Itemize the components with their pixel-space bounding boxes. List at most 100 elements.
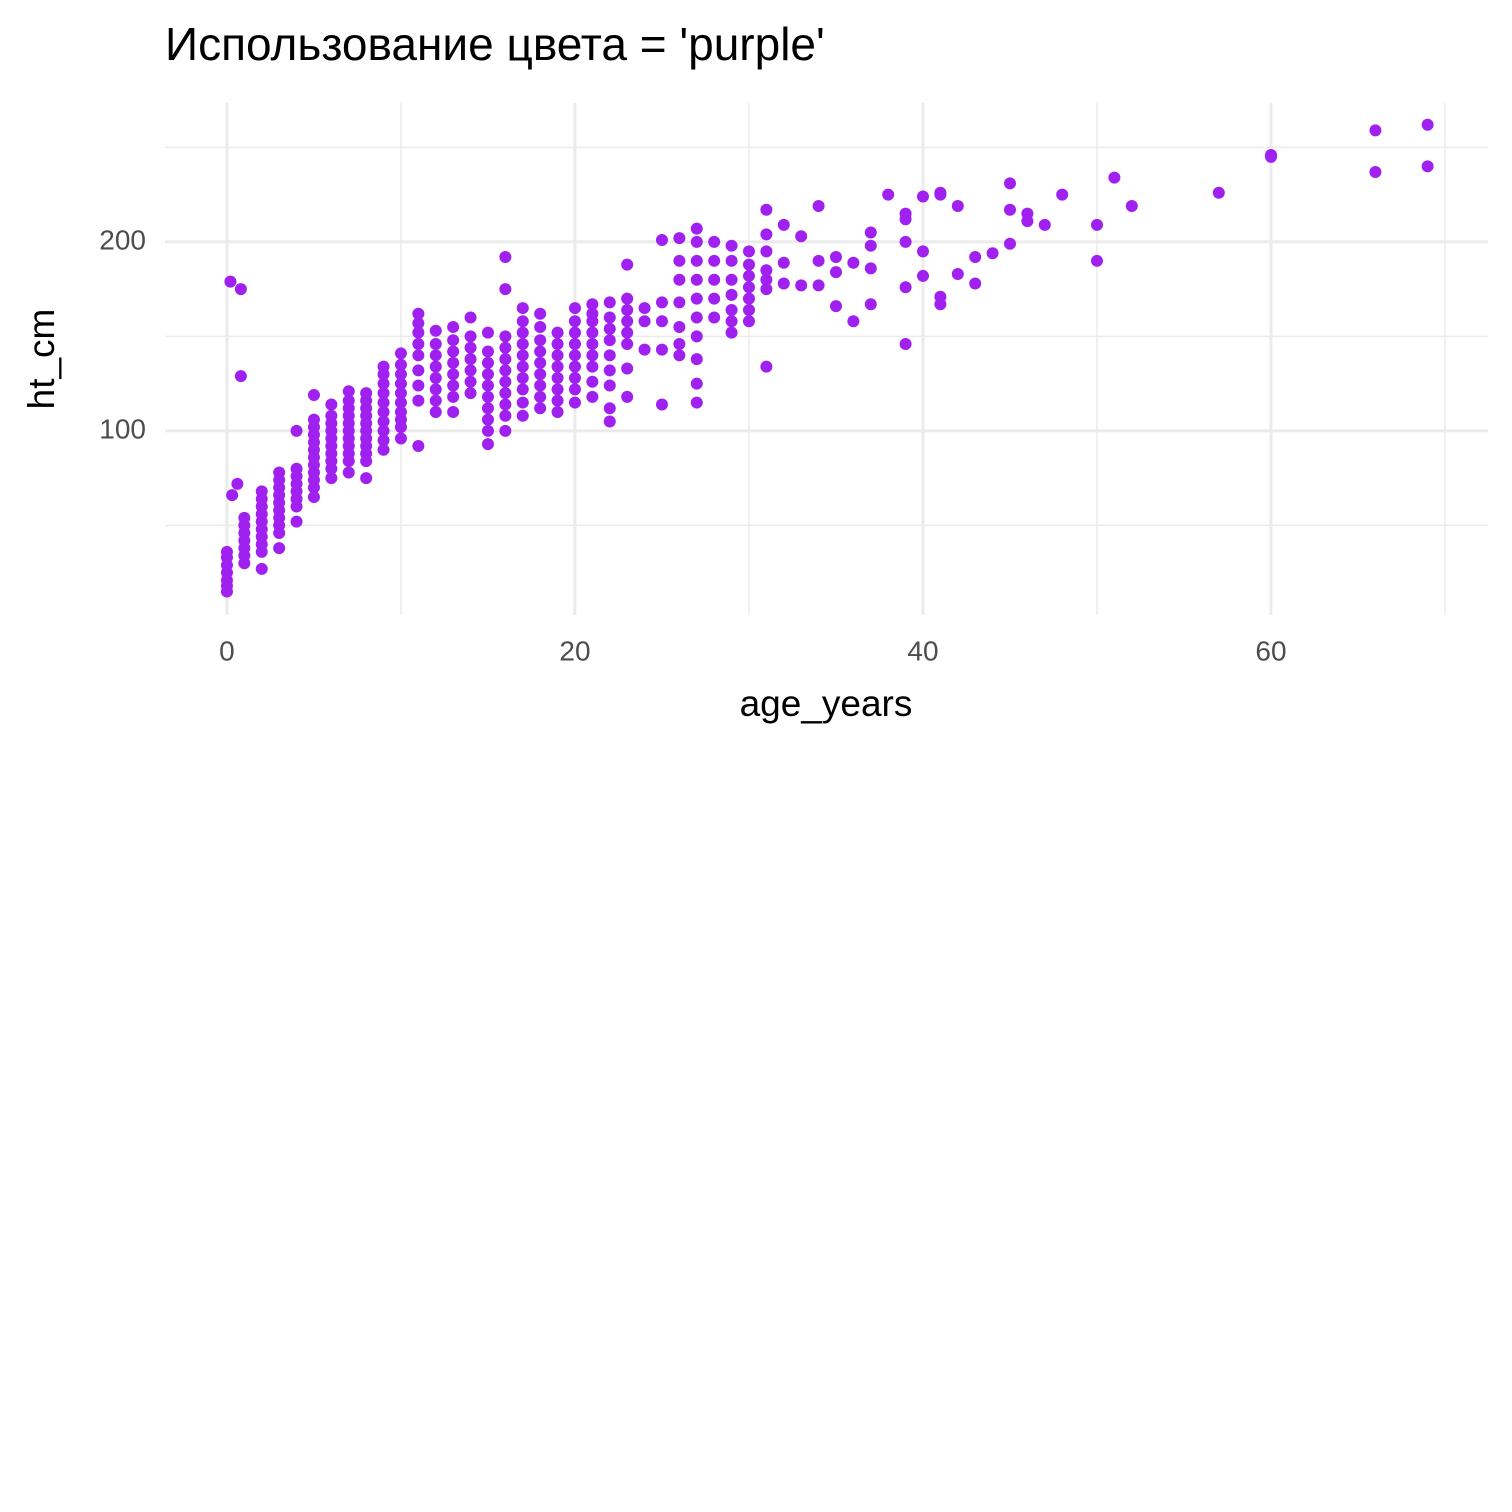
point bbox=[725, 303, 738, 316]
point bbox=[1003, 177, 1016, 190]
point bbox=[708, 292, 721, 305]
point bbox=[586, 390, 599, 403]
point bbox=[481, 379, 494, 392]
point bbox=[899, 207, 912, 220]
point bbox=[499, 424, 512, 437]
point bbox=[499, 364, 512, 377]
point bbox=[1038, 218, 1051, 231]
point bbox=[255, 562, 268, 575]
point bbox=[429, 394, 442, 407]
point bbox=[586, 326, 599, 339]
point bbox=[447, 356, 460, 369]
point bbox=[307, 413, 320, 426]
point bbox=[725, 315, 738, 328]
point bbox=[499, 251, 512, 264]
point bbox=[603, 349, 616, 362]
point bbox=[1108, 171, 1121, 184]
point bbox=[1421, 160, 1434, 173]
chart-title: Использование цвета = 'purple' bbox=[165, 18, 825, 70]
point bbox=[864, 298, 877, 311]
point bbox=[568, 302, 581, 315]
point bbox=[429, 371, 442, 384]
point bbox=[516, 326, 529, 339]
point bbox=[534, 307, 547, 320]
point bbox=[690, 353, 703, 366]
point bbox=[447, 320, 460, 333]
point bbox=[568, 396, 581, 409]
point bbox=[673, 349, 686, 362]
point bbox=[829, 300, 842, 313]
point bbox=[655, 234, 668, 247]
point bbox=[325, 409, 338, 422]
point bbox=[603, 334, 616, 347]
point bbox=[638, 315, 651, 328]
point bbox=[377, 387, 390, 400]
point bbox=[499, 283, 512, 296]
point bbox=[621, 303, 634, 316]
point bbox=[551, 406, 564, 419]
point bbox=[551, 360, 564, 373]
point bbox=[742, 258, 755, 271]
point bbox=[1090, 254, 1103, 267]
point bbox=[899, 281, 912, 294]
point bbox=[220, 545, 233, 558]
point bbox=[534, 368, 547, 381]
point bbox=[516, 383, 529, 396]
point bbox=[464, 375, 477, 388]
point bbox=[586, 349, 599, 362]
point bbox=[986, 247, 999, 260]
y-axis-title: ht_cm bbox=[21, 309, 62, 410]
point bbox=[603, 311, 616, 324]
point bbox=[829, 266, 842, 279]
point bbox=[481, 368, 494, 381]
point bbox=[760, 245, 773, 258]
x-tick-label: 40 bbox=[907, 635, 938, 666]
point bbox=[603, 379, 616, 392]
point bbox=[829, 251, 842, 264]
point bbox=[690, 377, 703, 390]
point bbox=[1090, 218, 1103, 231]
point bbox=[760, 228, 773, 241]
point bbox=[447, 379, 460, 392]
point bbox=[499, 330, 512, 343]
point bbox=[394, 358, 407, 371]
point bbox=[568, 383, 581, 396]
point bbox=[603, 322, 616, 335]
point bbox=[690, 235, 703, 248]
point bbox=[847, 256, 860, 269]
point bbox=[360, 472, 373, 485]
point bbox=[534, 402, 547, 415]
point bbox=[690, 330, 703, 343]
point bbox=[742, 245, 755, 258]
point bbox=[586, 375, 599, 388]
point bbox=[864, 239, 877, 252]
point bbox=[342, 466, 355, 479]
point bbox=[464, 364, 477, 377]
point bbox=[673, 254, 686, 267]
point bbox=[621, 337, 634, 350]
point bbox=[516, 371, 529, 384]
point bbox=[290, 515, 303, 528]
point bbox=[464, 311, 477, 324]
point bbox=[708, 254, 721, 267]
point bbox=[1369, 165, 1382, 178]
point bbox=[394, 406, 407, 419]
point bbox=[238, 511, 251, 524]
x-tick-label: 0 bbox=[219, 635, 235, 666]
point bbox=[916, 190, 929, 203]
point bbox=[499, 409, 512, 422]
point bbox=[464, 387, 477, 400]
point bbox=[603, 296, 616, 309]
point bbox=[447, 390, 460, 403]
point bbox=[290, 462, 303, 475]
point bbox=[377, 406, 390, 419]
point bbox=[690, 273, 703, 286]
point bbox=[412, 337, 425, 350]
point bbox=[777, 256, 790, 269]
point bbox=[673, 337, 686, 350]
point bbox=[325, 472, 338, 485]
point bbox=[690, 311, 703, 324]
point bbox=[1003, 203, 1016, 216]
point bbox=[708, 235, 721, 248]
